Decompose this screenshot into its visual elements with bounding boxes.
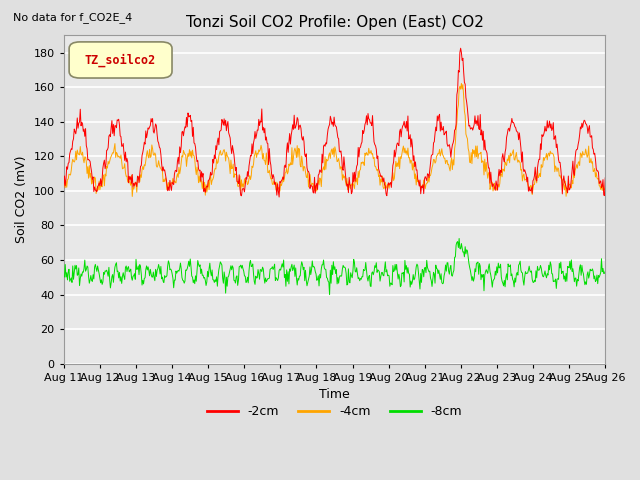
-4cm (401, 145, 409, 151)
-8cm (209, 277, 217, 283)
-8cm (602, 268, 609, 274)
-4cm (210, 174, 218, 180)
-8cm (125, 269, 133, 275)
-4cm (129, 193, 136, 199)
-2cm (275, 194, 283, 200)
Text: TZ_soilco2: TZ_soilco2 (85, 53, 156, 67)
-4cm (181, 152, 189, 157)
-4cm (70, 158, 77, 164)
-8cm (455, 236, 463, 241)
Line: -2cm: -2cm (64, 48, 605, 197)
Title: Tonzi Soil CO2 Profile: Open (East) CO2: Tonzi Soil CO2 Profile: Open (East) CO2 (186, 15, 483, 30)
-4cm (125, 179, 133, 184)
-2cm (180, 128, 188, 133)
X-axis label: Time: Time (319, 388, 350, 401)
-2cm (125, 173, 133, 179)
Line: -8cm: -8cm (64, 239, 605, 295)
-2cm (417, 191, 424, 197)
-4cm (602, 186, 609, 192)
-8cm (326, 292, 333, 298)
Y-axis label: Soil CO2 (mV): Soil CO2 (mV) (15, 156, 28, 243)
-4cm (60, 183, 68, 189)
-8cm (180, 280, 188, 286)
-8cm (60, 274, 68, 280)
-2cm (70, 136, 77, 142)
-4cm (458, 81, 465, 86)
-2cm (60, 185, 68, 191)
-4cm (417, 185, 424, 191)
-8cm (70, 276, 77, 282)
-2cm (602, 175, 609, 181)
Line: -4cm: -4cm (64, 84, 605, 196)
-8cm (417, 271, 424, 276)
Legend: -2cm, -4cm, -8cm: -2cm, -4cm, -8cm (202, 400, 467, 423)
-2cm (401, 124, 409, 130)
-2cm (209, 156, 217, 162)
Text: No data for f_CO2E_4: No data for f_CO2E_4 (13, 12, 132, 23)
-8cm (401, 258, 409, 264)
-2cm (457, 45, 465, 51)
FancyBboxPatch shape (69, 42, 172, 78)
